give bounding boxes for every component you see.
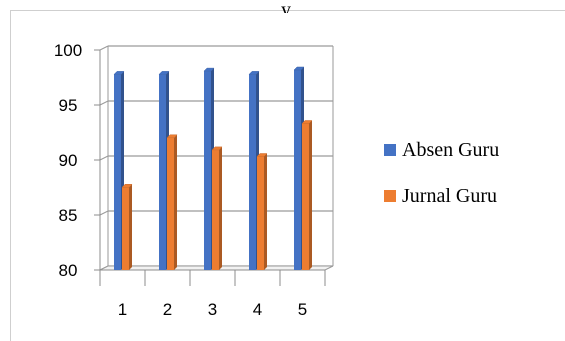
legend-label-jurnal-guru: Jurnal Guru <box>402 184 497 207</box>
bar-jurnal-guru-4 <box>256 153 268 270</box>
legend: Absen Guru Jurnal Guru <box>384 138 499 230</box>
bar-top-jurnal-guru-2 <box>166 134 178 139</box>
bar-top-jurnal-guru-3 <box>211 146 223 151</box>
bar-front-jurnal-guru-5 <box>302 123 309 270</box>
bar-side-jurnal-guru-2 <box>174 134 177 270</box>
gridline-depth-2 <box>99 155 109 161</box>
bar-front-jurnal-guru-2 <box>167 137 174 270</box>
bar-front-absen-guru-5 <box>294 70 301 270</box>
chart-caption-fragment: y <box>281 0 291 13</box>
x-tick-label-0: 1 <box>118 300 127 319</box>
y-tick-label-2: 90 <box>59 151 78 170</box>
bar-jurnal-guru-3 <box>211 146 223 270</box>
bar-front-absen-guru-1 <box>114 74 121 271</box>
legend-swatch-absen-guru <box>384 144 396 156</box>
bar-front-jurnal-guru-4 <box>257 156 264 270</box>
bar-side-jurnal-guru-5 <box>309 120 312 270</box>
gridline-depth-3 <box>99 100 109 106</box>
gridline-depth-1 <box>99 210 109 216</box>
bar-top-absen-guru-2 <box>158 71 170 75</box>
bar-side-jurnal-guru-3 <box>219 146 222 270</box>
bar-top-jurnal-guru-5 <box>301 120 313 124</box>
bar-front-absen-guru-2 <box>159 74 166 271</box>
x-tick-label-2: 3 <box>208 300 217 319</box>
legend-label-absen-guru: Absen Guru <box>402 138 500 161</box>
x-tick-label-3: 4 <box>253 300 262 319</box>
x-tick-label-4: 5 <box>298 300 307 319</box>
bar-top-absen-guru-4 <box>248 71 260 75</box>
bar-front-jurnal-guru-3 <box>212 149 219 270</box>
bar-side-jurnal-guru-1 <box>129 184 132 270</box>
y-tick-label-3: 95 <box>59 96 78 115</box>
bar-jurnal-guru-2 <box>166 134 178 270</box>
bar-front-jurnal-guru-1 <box>122 187 129 270</box>
legend-swatch-jurnal-guru <box>384 190 396 202</box>
bar-top-jurnal-guru-1 <box>121 184 133 188</box>
bar-front-absen-guru-3 <box>204 71 211 270</box>
y-tick-label-0: 80 <box>59 261 78 280</box>
legend-item-absen-guru: Absen Guru <box>384 138 499 162</box>
y-tick-label-4: 100 <box>54 41 82 60</box>
y-tick-label-1: 85 <box>59 206 78 225</box>
bar-top-jurnal-guru-4 <box>256 153 268 157</box>
bar-side-jurnal-guru-4 <box>264 153 267 270</box>
chart-frame: y <box>10 0 565 341</box>
bar-jurnal-guru-1 <box>121 184 133 270</box>
bar-top-absen-guru-5 <box>293 66 305 71</box>
x-tick-label-1: 2 <box>163 300 172 319</box>
bar-top-absen-guru-1 <box>113 71 125 75</box>
bar-front-absen-guru-4 <box>249 74 256 271</box>
bar-jurnal-guru-5 <box>301 120 313 270</box>
legend-item-jurnal-guru: Jurnal Guru <box>384 184 499 208</box>
gridline-depth-4 <box>99 45 109 51</box>
bar-top-absen-guru-3 <box>203 67 215 72</box>
